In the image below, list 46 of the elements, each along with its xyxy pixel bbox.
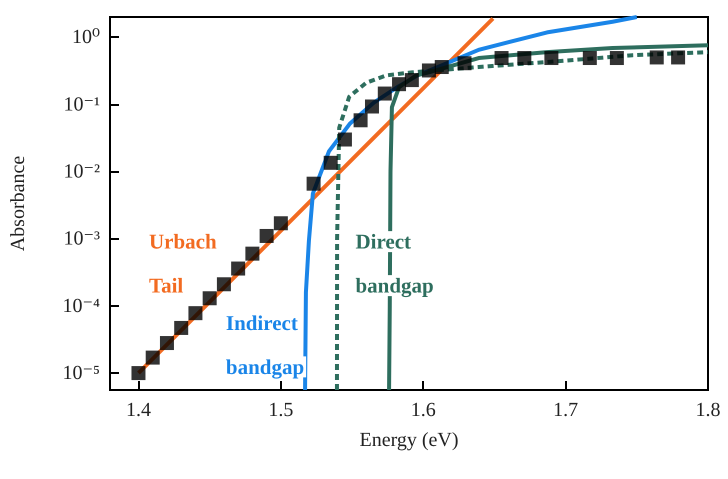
point — [274, 216, 288, 230]
point — [458, 56, 472, 70]
series-label: Direct bandgap — [355, 230, 434, 298]
y-tick-label: 10⁻² — [63, 160, 100, 183]
point — [378, 86, 392, 101]
point — [404, 73, 419, 88]
point — [324, 156, 338, 170]
point — [610, 51, 624, 66]
point — [434, 60, 449, 74]
y-tick-label: 10⁻³ — [63, 228, 100, 250]
point — [245, 246, 260, 261]
point — [517, 51, 532, 66]
point — [146, 350, 160, 365]
point — [160, 336, 174, 350]
x-tick-label: 1.4 — [126, 399, 151, 421]
x-tick-label: 1.7 — [553, 399, 578, 421]
point — [422, 63, 436, 78]
point — [216, 277, 231, 292]
x-tick-label: 1.5 — [268, 399, 294, 421]
y-tick-label: 10⁻⁴ — [62, 294, 100, 317]
y-tick-label: 10⁻⁵ — [62, 362, 100, 384]
point — [260, 228, 274, 243]
point — [306, 176, 321, 191]
point — [174, 320, 188, 335]
point — [202, 291, 217, 306]
point — [650, 50, 664, 64]
y-axis-title: Absorbance — [7, 156, 29, 252]
point — [494, 51, 509, 66]
x-tick-label: 1.8 — [696, 399, 720, 421]
point — [131, 366, 146, 380]
point — [188, 306, 202, 320]
point — [582, 51, 597, 66]
y-tick-label: 10⁻¹ — [63, 93, 100, 116]
line-series — [303, 15, 639, 392]
series-label: Urbach Tail — [149, 230, 218, 298]
point — [671, 50, 686, 64]
point — [231, 262, 246, 276]
point — [392, 77, 406, 92]
point — [544, 51, 558, 66]
point — [364, 100, 379, 114]
y-tick-label: 10⁰ — [72, 26, 100, 48]
point — [338, 132, 352, 147]
series-label: Indirect bandgap — [226, 310, 304, 379]
x-axis-title: Energy (eV) — [359, 429, 459, 451]
x-tick-label: 1.6 — [410, 399, 436, 421]
point — [354, 113, 368, 128]
